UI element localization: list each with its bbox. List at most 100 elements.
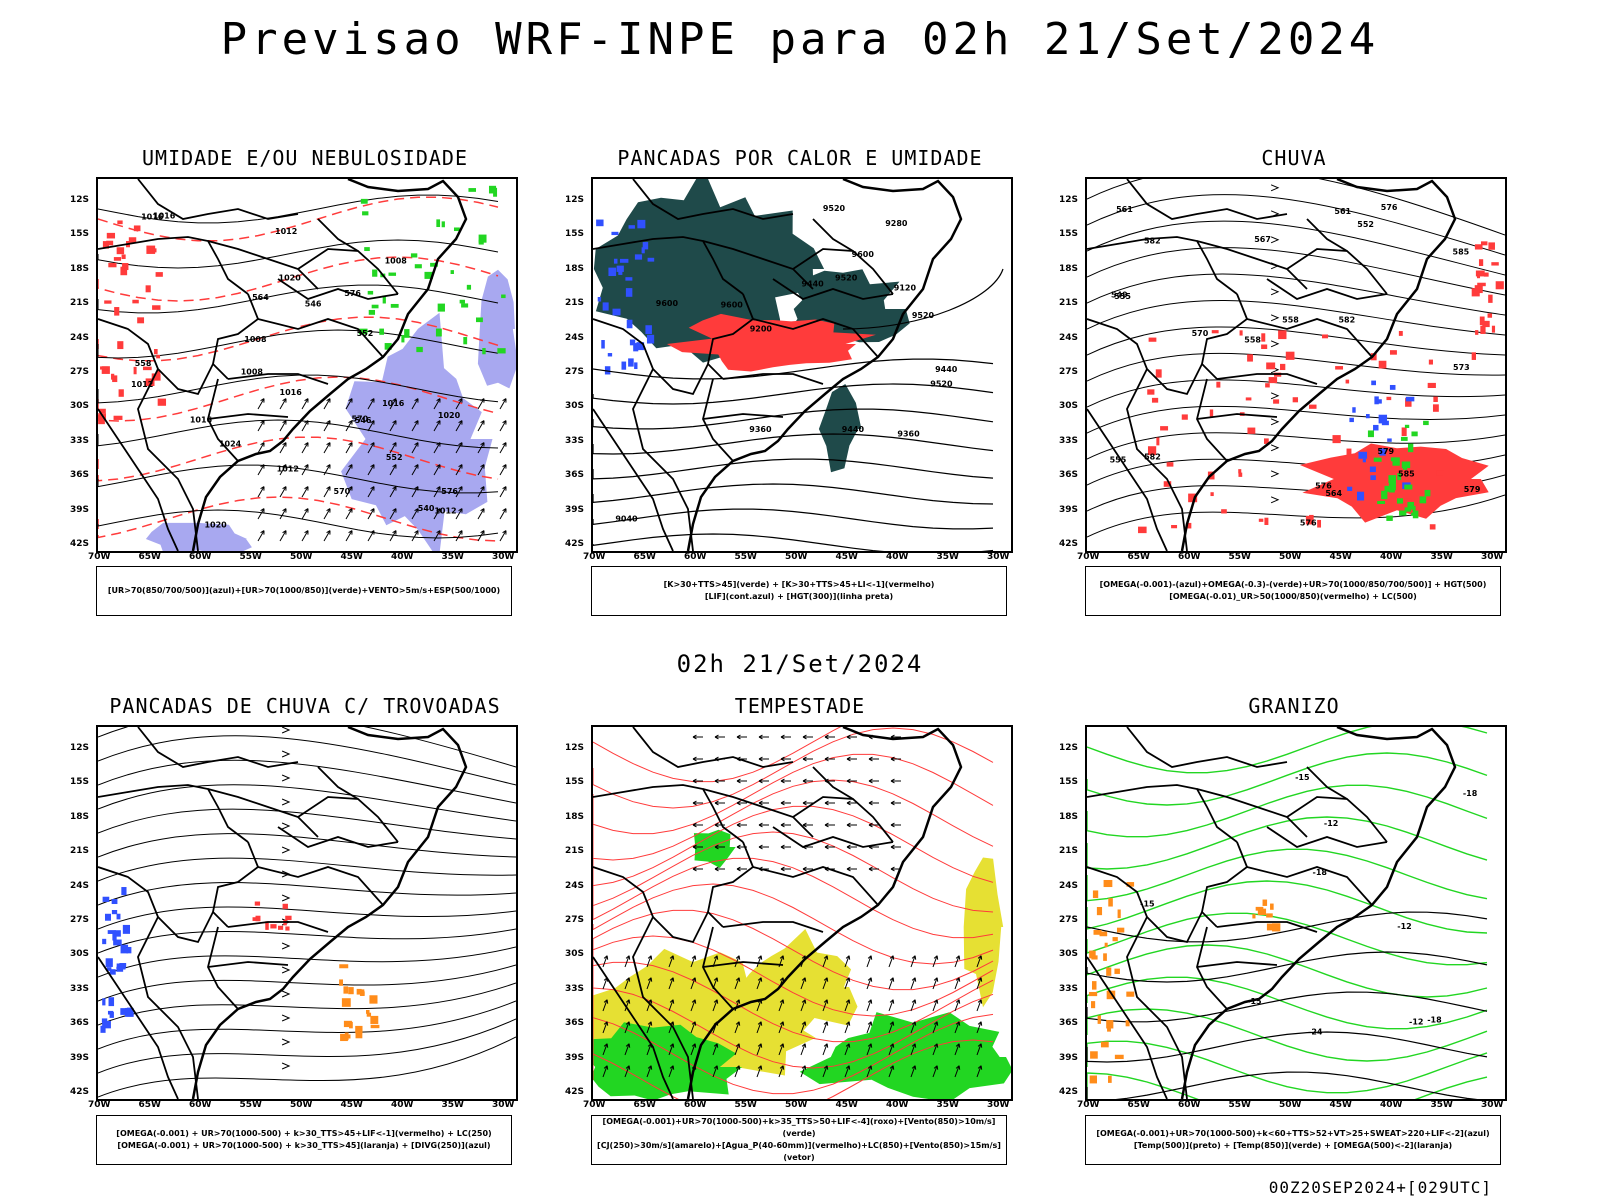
longitude-tick-label: 30W: [1481, 1100, 1504, 1110]
contour-label: 558: [1244, 335, 1261, 344]
longitude-tick-label: 65W: [633, 1100, 656, 1110]
latitude-tick-label: 15S: [1059, 229, 1079, 240]
longitude-tick-label: 40W: [1380, 1100, 1403, 1110]
map-plot: [98, 727, 516, 1099]
latitude-tick-label: 18S: [70, 811, 90, 822]
latitude-tick-label: 12S: [1059, 195, 1079, 205]
latitude-tick-label: 15S: [565, 777, 585, 788]
contour-label: 1012: [434, 506, 456, 515]
contour-label: 9360: [749, 425, 772, 434]
latitude-tick-label: 18S: [1059, 811, 1079, 822]
contour-label: 9600: [721, 300, 744, 309]
legend-box: [K>30+TTS>45](verde) + [K>30+TTS>45+LI<-…: [591, 566, 1007, 616]
longitude-tick-label: 50W: [290, 552, 313, 562]
contour-label: 9440: [935, 365, 958, 374]
contour-label: 1020: [204, 520, 227, 529]
legend-box: [OMEGA(-0.001)-(azul)+OMEGA(-0.3)-(verde…: [1085, 566, 1501, 616]
latitude-tick-label: 18S: [70, 263, 90, 274]
contour-label: 576: [441, 487, 458, 496]
longitude-tick-label: 70W: [88, 552, 111, 562]
longitude-tick-label: 50W: [785, 552, 808, 562]
longitude-tick-label: 45W: [340, 1100, 363, 1110]
contour-label: 567: [1254, 235, 1271, 244]
contour-label: 1008: [385, 256, 408, 265]
latitude-tick-label: 21S: [1059, 298, 1079, 309]
contour-label: 582: [1144, 452, 1161, 461]
latitude-tick-label: 12S: [565, 195, 585, 205]
panel-title: UMIDADE E/OU NEBULOSIDADE: [141, 146, 469, 170]
longitude-tick-label: 50W: [290, 1100, 313, 1110]
longitude-tick-label: 70W: [583, 1100, 606, 1110]
omega500-area: [1252, 899, 1281, 932]
latitude-tick-label: 18S: [565, 263, 585, 274]
contour-label: 579: [1464, 485, 1481, 494]
latitude-tick-label: 21S: [565, 298, 585, 309]
map-panel: -12 -15 -18 -15 -12 -18 -24 -12 -15 -18: [1085, 725, 1507, 1101]
latitude-tick-label: 42S: [1059, 539, 1079, 549]
longitude-tick-label: 60W: [684, 552, 707, 562]
latitude-tick-label: 27S: [565, 367, 585, 377]
longitude-tick-label: 35W: [1430, 1100, 1453, 1110]
longitude-tick-label: 35W: [936, 552, 959, 562]
latitude-tick-label: 36S: [565, 470, 585, 481]
contour-label: 573: [1453, 363, 1470, 372]
legend-box: [OMEGA(-0.001)+UR>70(1000-500)+k>35_TTS>…: [591, 1115, 1007, 1165]
longitude-tick-label: 55W: [1228, 552, 1251, 562]
thickness-contours: [98, 196, 499, 542]
temp850-contours: [1087, 727, 1488, 1099]
contour-label: 549: [1111, 291, 1128, 300]
contour-label: 1012: [131, 380, 153, 389]
longitude-tick-label: 45W: [1329, 552, 1352, 562]
legend-text: [UR>70(850/700/500)](azul)+[UR>70(1000/8…: [107, 586, 501, 595]
latitude-tick-label: 27S: [1059, 367, 1079, 377]
wind-vectors: [602, 955, 983, 1078]
map-plot: [593, 727, 1011, 1099]
latitude-tick-label: 24S: [1059, 332, 1079, 343]
contour-label: 1012: [277, 464, 299, 473]
contour-label: 570: [351, 415, 368, 424]
latitude-tick-label: 33S: [565, 983, 585, 994]
latitude-tick-label: 27S: [70, 367, 90, 377]
rain-area: [1138, 330, 1444, 534]
latitude-tick-label: 36S: [565, 1018, 585, 1029]
longitude-tick-label: 40W: [886, 552, 909, 562]
longitude-tick-label: 45W: [835, 552, 858, 562]
contour-label: 9520: [823, 204, 846, 213]
legend-box: [UR>70(850/700/500)](azul)+[UR>70(1000/8…: [96, 566, 512, 616]
latitude-tick-label: 24S: [565, 332, 585, 343]
humid-ascent-area: [1367, 420, 1431, 521]
contour-label: 1016: [153, 212, 176, 221]
contour-label: 1016: [280, 388, 303, 397]
latitude-tick-label: 36S: [70, 470, 90, 481]
latitude-tick-label: 39S: [565, 1052, 585, 1063]
longitude-tick-label: 40W: [886, 1100, 909, 1110]
humidity-midlevel-area: [477, 269, 516, 389]
contour-label: 9280: [885, 219, 908, 228]
latitude-tick-label: 33S: [565, 435, 585, 446]
contour-label: 552: [386, 453, 403, 462]
contour-label: 1008: [241, 368, 264, 377]
contour-label: 576: [1315, 482, 1332, 491]
latitude-tick-label: 15S: [565, 229, 585, 240]
latitude-tick-label: 21S: [1059, 846, 1079, 857]
latitude-tick-label: 27S: [70, 915, 90, 925]
latitude-tick-label: 33S: [1059, 983, 1079, 994]
longitude-tick-label: 30W: [987, 1100, 1010, 1110]
contour-label: 552: [1357, 220, 1374, 229]
legend-text: [OMEGA(-0.001) + UR>70(1000-500) + k>30_…: [116, 1129, 492, 1138]
longitude-tick-label: 60W: [189, 552, 212, 562]
contour-label: -18: [1313, 868, 1328, 877]
contour-label: 558: [1282, 316, 1299, 325]
temp500-contours: [1087, 911, 1488, 1099]
wind-vectors: [257, 398, 507, 542]
legend-text: [OMEGA(-0.001)-(azul)+OMEGA(-0.3)-(verde…: [1099, 580, 1487, 589]
contour-labels: 585 582 582 585 582 579 579 576 573 570 567 564 561 5…: [1110, 203, 1481, 528]
contour-label: 9600: [656, 299, 679, 308]
contour-label: 1016: [382, 399, 405, 408]
longitude-tick-label: 30W: [492, 1100, 515, 1110]
contour-label: -12: [1397, 922, 1411, 931]
legend-text: [Temp(500)](preto) + [Temp(850)](verde) …: [1133, 1141, 1453, 1150]
lifted-index-contour: [596, 219, 655, 375]
contour-label: 570: [334, 487, 351, 496]
latitude-tick-label: 27S: [565, 915, 585, 925]
